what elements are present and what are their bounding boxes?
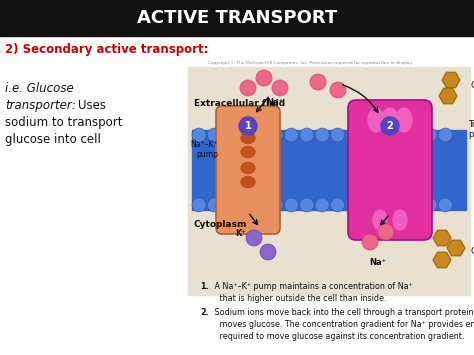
Circle shape [260,244,276,260]
Text: 1.: 1. [200,282,209,291]
Circle shape [246,230,262,246]
Circle shape [223,198,237,212]
Text: A Na⁺–K⁺ pump maintains a concentration of Na⁺
   that is higher outside the cel: A Na⁺–K⁺ pump maintains a concentration … [212,282,413,303]
Circle shape [300,198,314,212]
Circle shape [272,80,288,96]
Text: Na⁺: Na⁺ [266,98,283,107]
Ellipse shape [241,176,255,187]
Circle shape [330,128,345,142]
Circle shape [192,128,206,142]
Text: Na⁺–K⁺
pump: Na⁺–K⁺ pump [191,140,218,159]
Circle shape [300,128,314,142]
Circle shape [330,82,346,98]
Circle shape [378,224,394,240]
Circle shape [269,198,283,212]
Text: Na⁺: Na⁺ [370,258,386,267]
Circle shape [256,70,272,86]
Bar [0,0,474,36]
Text: 1: 1 [245,121,251,131]
Text: 2: 2 [387,121,393,131]
Circle shape [408,128,421,142]
Circle shape [269,128,283,142]
Text: K⁺: K⁺ [235,229,246,239]
Circle shape [381,117,399,135]
Circle shape [192,198,206,212]
Text: Uses: Uses [78,99,106,112]
Circle shape [438,198,452,212]
FancyBboxPatch shape [216,106,280,234]
Text: Transport
protein: Transport protein [468,120,474,140]
Bar [188,67,470,295]
Ellipse shape [373,210,387,230]
Text: Copyright © The McGraw-Hill Companies, Inc. Permission required for reproduction: Copyright © The McGraw-Hill Companies, I… [208,61,412,65]
Circle shape [377,198,391,212]
Circle shape [254,198,268,212]
Text: transporter:: transporter: [5,99,76,112]
Text: glucose into cell: glucose into cell [5,133,101,146]
Text: 2) Secondary active transport:: 2) Secondary active transport: [5,44,209,56]
Circle shape [208,128,221,142]
Circle shape [423,198,437,212]
Text: i.e. Glucose: i.e. Glucose [5,82,74,95]
Circle shape [346,198,360,212]
Text: Glucose: Glucose [471,81,474,89]
Text: ACTIVE TRANSPORT: ACTIVE TRANSPORT [137,9,337,27]
Text: Extracellular fluid: Extracellular fluid [194,99,285,108]
Circle shape [238,198,252,212]
Ellipse shape [393,210,407,230]
Circle shape [240,80,256,96]
FancyBboxPatch shape [348,100,432,240]
Circle shape [438,128,452,142]
Circle shape [423,128,437,142]
Circle shape [315,198,329,212]
Circle shape [362,234,378,250]
Circle shape [239,117,257,135]
Circle shape [408,198,421,212]
Circle shape [284,198,299,212]
Text: 2.: 2. [200,308,209,317]
Circle shape [346,128,360,142]
Text: Glucose: Glucose [471,247,474,257]
Text: Cytoplasm: Cytoplasm [194,220,247,229]
Ellipse shape [241,163,255,174]
Circle shape [284,128,299,142]
Circle shape [208,198,221,212]
Circle shape [310,74,326,90]
Circle shape [238,128,252,142]
Circle shape [392,128,406,142]
Ellipse shape [382,108,398,132]
Ellipse shape [368,108,384,132]
Ellipse shape [241,147,255,158]
Ellipse shape [241,132,255,143]
Text: sodium to transport: sodium to transport [5,116,122,129]
Bar [192,130,466,210]
Circle shape [254,128,268,142]
Circle shape [361,198,375,212]
Circle shape [223,128,237,142]
Circle shape [361,128,375,142]
Circle shape [315,128,329,142]
Ellipse shape [396,108,412,132]
Text: Sodium ions move back into the cell through a transport protein that also
   mov: Sodium ions move back into the cell thro… [212,308,474,340]
Circle shape [377,128,391,142]
Circle shape [330,198,345,212]
Circle shape [392,198,406,212]
